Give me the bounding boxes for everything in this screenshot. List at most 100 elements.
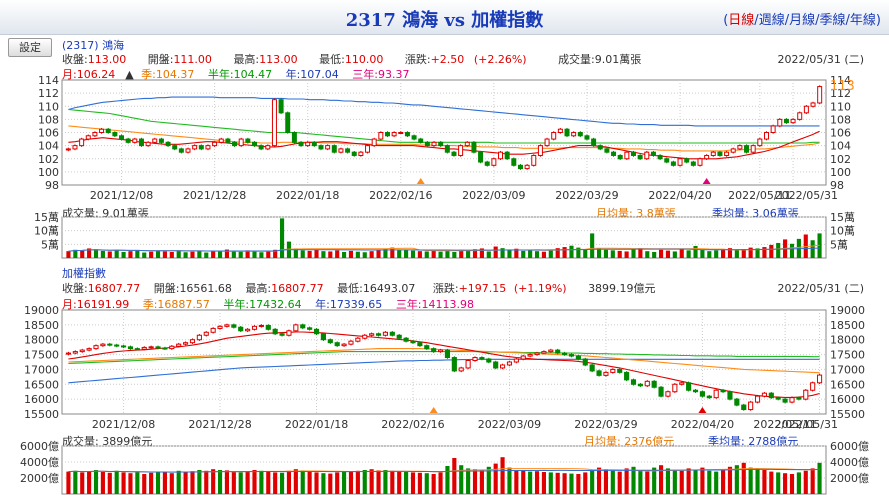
candle-body (72, 351, 78, 354)
volume-bar (769, 244, 774, 258)
x-tick-label: 2022/04/20 (671, 418, 734, 431)
close-value: 16807.77 (87, 282, 141, 295)
x-tick-label: 2022/05/31 (775, 189, 838, 202)
candle-body (617, 368, 623, 373)
settings-button[interactable]: 設定 (8, 38, 52, 57)
candle-body (107, 343, 113, 346)
candle-body (810, 102, 816, 107)
volume-bar (817, 233, 822, 258)
volume-bar (169, 473, 174, 494)
candle-body (382, 331, 388, 336)
candle-body (544, 138, 550, 147)
volume-bar (100, 250, 105, 258)
stock-name: (2317) 鴻海 (62, 39, 125, 52)
candle-body (114, 344, 120, 347)
candle-body (375, 333, 382, 336)
period-link-season[interactable]: 季線 (819, 13, 846, 28)
volume-bar (679, 470, 684, 494)
candle-body (754, 395, 761, 403)
volume-bar (617, 250, 622, 258)
candle-body (176, 343, 182, 347)
y-tick-label-left: 106 (38, 127, 59, 140)
volume-bar (452, 251, 457, 258)
candle-body (431, 141, 437, 147)
volume-bar (596, 248, 602, 258)
stock-ma-row: 月:106.24 ▲ 季:104.37 半年:104.47 年:107.04 三年… (62, 68, 410, 81)
volume-bar (369, 251, 374, 258)
volume-bar (583, 472, 588, 494)
volume-bar (376, 249, 381, 258)
period-link-week[interactable]: 週線 (758, 13, 785, 28)
candle-body (145, 141, 151, 147)
y-tick-label-left: 104 (38, 140, 59, 153)
candle-body (218, 138, 224, 143)
y-tick-label-left: 112 (38, 87, 59, 100)
volume-bar (93, 470, 99, 494)
candle-body (424, 141, 430, 147)
volume-bar (266, 250, 271, 258)
candle-body (119, 135, 125, 140)
candle-body (152, 138, 158, 143)
candle-body (403, 337, 409, 342)
candle-body (389, 331, 395, 336)
candle-body (531, 154, 537, 166)
candle-body (121, 345, 127, 348)
volume-bar (252, 251, 257, 258)
volume-bar (197, 251, 202, 258)
volume-bar (204, 470, 209, 494)
volume-bar (135, 250, 140, 258)
candle-body (603, 371, 609, 376)
candle-body (162, 347, 168, 350)
candle-body (424, 345, 430, 350)
volume-bar (183, 472, 188, 494)
stock-vol-season: 季均量: 3.06萬張 (712, 207, 799, 220)
volume-bar (603, 249, 609, 258)
period-link-year[interactable]: 年線 (849, 13, 876, 28)
candle-body (789, 397, 795, 403)
ma-cross-marker (416, 178, 425, 184)
candle-body (524, 164, 530, 170)
stock-vol-month: 月均量: 3.8萬張 (596, 207, 676, 220)
index-name: 加權指數 (62, 267, 106, 280)
volume-tick-right: 4000億 (830, 456, 869, 469)
period-sep: / (784, 13, 790, 28)
candle-body (568, 354, 575, 357)
volume-bar (73, 470, 78, 494)
candle-body (744, 145, 750, 153)
x-tick-label: 2022/03/09 (462, 189, 525, 202)
period-link-month[interactable]: 月線 (789, 13, 816, 28)
volume-bar (149, 472, 154, 494)
ma-cross-marker (698, 407, 707, 413)
candle-body (365, 145, 371, 153)
volume-bar (762, 470, 767, 494)
volume-bar (528, 249, 533, 258)
candle-body (500, 364, 506, 369)
low-label: 最低: (319, 53, 345, 66)
candle-body (478, 151, 484, 163)
candle-body (624, 371, 630, 381)
volume-bar (693, 470, 698, 494)
volume-tick-right: 10萬 (830, 225, 855, 238)
candle-body (757, 138, 763, 147)
period-close: ) (875, 13, 881, 28)
candle-body (777, 118, 783, 127)
candle-body (783, 118, 789, 124)
volume-bar (569, 473, 574, 494)
candle-body (491, 158, 497, 166)
period-link-day[interactable]: 日線 (728, 13, 755, 28)
candle-body (486, 358, 492, 363)
candle-body (816, 374, 823, 384)
y-tick-label-left: 100 (38, 166, 59, 179)
candle-body (658, 386, 664, 397)
candle-body (141, 346, 147, 350)
candle-body (79, 349, 85, 353)
candle-body (212, 141, 218, 147)
volume-bar (93, 249, 99, 258)
candle-body (245, 328, 251, 332)
candle-body (338, 148, 344, 153)
volume-bar (783, 239, 788, 258)
candle-body (684, 158, 690, 163)
candle-body (672, 383, 678, 393)
volume-bar (190, 251, 195, 258)
candle-body (464, 141, 470, 147)
